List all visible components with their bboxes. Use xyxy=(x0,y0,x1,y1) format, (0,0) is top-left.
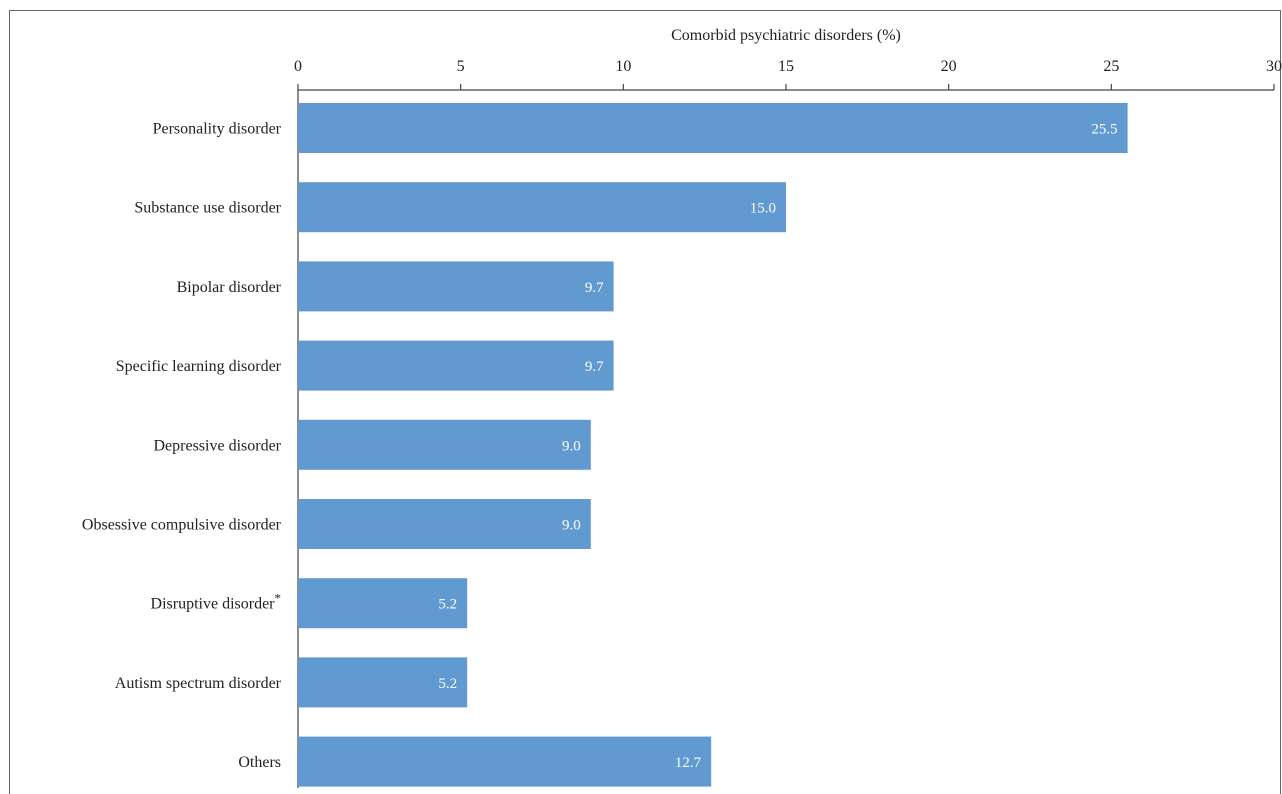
x-tick-label: 25 xyxy=(1103,58,1119,75)
bar xyxy=(298,182,786,233)
bars: Personality disorder 25.5 Substance use di… xyxy=(82,103,1128,787)
x-axis-title: Comorbid psychiatric disorders (%) xyxy=(671,27,901,44)
bar-value-label: 15.0 xyxy=(750,201,776,217)
category-label: Others xyxy=(238,754,281,771)
x-tick-label: 20 xyxy=(941,58,957,75)
category-label: Substance use disorder xyxy=(134,200,281,217)
category-label: Disruptive disorder* xyxy=(151,591,281,613)
bar-value-label: 9.7 xyxy=(585,280,604,296)
footnote-mark: * xyxy=(275,591,282,606)
category-label: Obsessive compulsive disorder xyxy=(82,517,282,534)
bar xyxy=(298,736,712,787)
category-label: Personality disorder xyxy=(153,121,282,138)
category-label: Bipolar disorder xyxy=(177,279,282,296)
bar-value-label: 5.2 xyxy=(438,597,457,613)
bar-value-label: 5.2 xyxy=(438,676,457,692)
category-label: Autism spectrum disorder xyxy=(115,675,282,692)
bar xyxy=(298,340,614,391)
category-label: Depressive disorder xyxy=(153,437,281,454)
bar xyxy=(298,499,591,549)
x-tick-label: 10 xyxy=(615,58,631,75)
bar-value-label: 12.7 xyxy=(675,755,702,771)
category-label: Specific learning disorder xyxy=(116,358,282,375)
bar-value-label: 9.0 xyxy=(562,438,581,454)
bar-value-label: 9.7 xyxy=(585,359,604,375)
bar xyxy=(298,657,468,708)
chart-frame xyxy=(9,10,1281,794)
x-tick-label: 5 xyxy=(457,58,465,75)
x-tick-label: 0 xyxy=(294,58,302,75)
bar xyxy=(298,103,1128,153)
x-tick-label: 15 xyxy=(778,58,794,75)
x-tick-label: 30 xyxy=(1266,58,1282,75)
bar-value-label: 9.0 xyxy=(562,518,581,534)
bar-value-label: 25.5 xyxy=(1091,122,1117,138)
bar xyxy=(298,578,468,629)
bar xyxy=(298,261,614,312)
bar xyxy=(298,419,591,470)
